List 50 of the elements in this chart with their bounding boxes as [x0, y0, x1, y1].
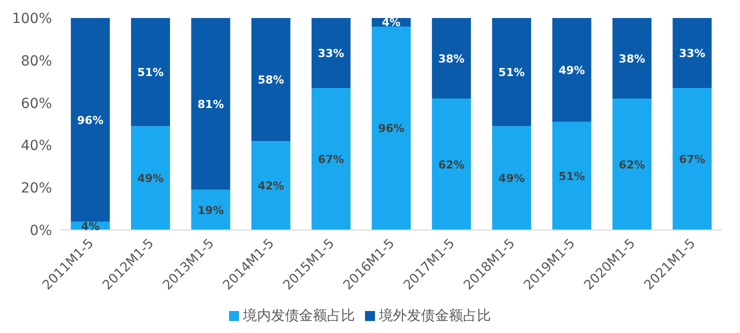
bar [492, 126, 532, 230]
data-label: 4% [382, 16, 401, 30]
bar [312, 88, 351, 230]
data-label: 96% [77, 114, 104, 127]
data-label: 38% [438, 52, 465, 66]
data-label: 51% [137, 66, 164, 80]
legend-label: 境外发债金额占比 [379, 308, 491, 324]
data-label: 42% [258, 179, 284, 192]
data-label: 38% [618, 52, 646, 66]
data-label: 19% [198, 204, 224, 217]
bar [131, 126, 170, 230]
bar [552, 18, 592, 122]
bar [191, 190, 230, 230]
data-label: 49% [558, 64, 585, 77]
legend-label: 境内发债金额占比 [243, 308, 355, 324]
data-label: 62% [438, 158, 465, 172]
bar [672, 88, 712, 230]
bar [612, 18, 652, 99]
data-label: 96% [378, 122, 404, 136]
data-label: 4% [80, 220, 100, 233]
bar [70, 18, 110, 222]
y-tick-label: 60% [20, 96, 52, 112]
data-label: 33% [678, 46, 706, 60]
data-label: 49% [137, 172, 164, 186]
y-tick-label: 100% [12, 10, 52, 27]
data-label: 67% [318, 152, 344, 166]
y-tick-label: 0% [30, 222, 52, 239]
bar [131, 18, 170, 126]
bar [251, 140, 290, 230]
y-tick-label: 20% [20, 180, 52, 197]
y-tick-label: 40% [20, 138, 52, 154]
bar [432, 18, 471, 99]
bar [552, 122, 592, 230]
bar [312, 18, 351, 88]
data-label: 62% [618, 158, 646, 172]
bar [372, 26, 411, 230]
bar [191, 18, 230, 190]
data-label: 49% [498, 172, 525, 186]
bar [672, 18, 712, 88]
data-label: 58% [258, 73, 284, 86]
bar [612, 98, 652, 230]
data-label: 81% [198, 98, 224, 111]
data-label: 51% [498, 66, 525, 80]
data-label: 33% [318, 46, 344, 60]
data-label: 67% [678, 152, 706, 166]
bar [251, 18, 290, 141]
bar [492, 18, 532, 126]
data-label: 51% [558, 170, 585, 183]
bar [432, 98, 471, 230]
y-tick-label: 80% [20, 53, 52, 70]
